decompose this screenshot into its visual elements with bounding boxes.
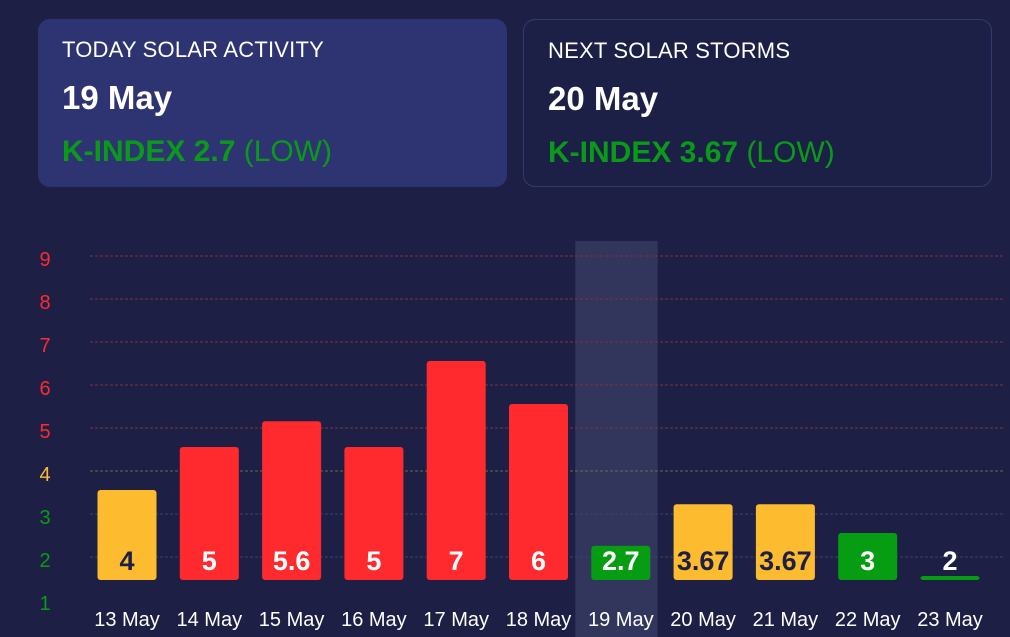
x-tick-label: 15 May [259, 609, 325, 631]
y-tick-label: 9 [39, 249, 50, 271]
bar-value-label: 3 [860, 546, 875, 576]
today-level: (LOW) [243, 135, 333, 168]
bar-value-label: 5 [202, 546, 217, 576]
x-tick-label: 23 May [917, 609, 983, 631]
bar [179, 447, 239, 580]
bar [509, 404, 568, 580]
bar-value-label: 5 [366, 546, 381, 576]
y-tick-label: 1 [39, 593, 50, 615]
bar [262, 421, 322, 580]
next-card-kindex-line: K-INDEX 3.67 (LOW) [548, 136, 991, 170]
next-card-date: 20 May [548, 80, 659, 117]
next-kindex: K-INDEX 3.67 [548, 136, 739, 169]
y-tick-label: 3 [39, 507, 50, 529]
x-tick-label: 19 May [588, 609, 654, 631]
next-card-title: NEXT SOLAR STORMS [548, 38, 791, 63]
today-activity-card: TODAY SOLAR ACTIVITY 19 May K-INDEX 2.7 … [38, 19, 507, 187]
bar [426, 361, 486, 580]
x-tick-label: 16 May [341, 609, 407, 631]
today-card-date: 19 May [62, 79, 173, 116]
bar-value-label: 5.6 [273, 546, 311, 576]
bar [97, 490, 157, 580]
y-tick-label: 6 [39, 378, 50, 400]
x-tick-label: 14 May [177, 609, 243, 631]
bar-value-label: 3.67 [677, 546, 730, 576]
bar-value-label: 2.7 [602, 546, 640, 576]
x-tick-label: 13 May [94, 609, 160, 631]
y-tick-label: 7 [39, 335, 50, 357]
bar [920, 576, 980, 580]
bar-value-label: 3.67 [759, 546, 812, 576]
today-card-kindex-line: K-INDEX 2.7 (LOW) [62, 135, 507, 169]
bar-value-label: 4 [119, 546, 134, 576]
y-tick-label: 8 [39, 292, 50, 314]
bar [673, 504, 733, 580]
x-tick-label: 17 May [423, 609, 489, 631]
bar-value-label: 7 [449, 546, 464, 576]
y-tick-label: 2 [39, 550, 50, 572]
today-card-title: TODAY SOLAR ACTIVITY [62, 37, 324, 62]
y-tick-label: 5 [39, 421, 50, 443]
next-storms-card: NEXT SOLAR STORMS 20 May K-INDEX 3.67 (L… [523, 19, 992, 187]
bar [344, 447, 404, 580]
x-tick-label: 21 May [753, 609, 819, 631]
bar-value-label: 6 [531, 546, 546, 576]
bar [755, 504, 815, 580]
bar-value-label: 2 [942, 546, 957, 576]
x-tick-label: 22 May [835, 609, 901, 631]
bar [838, 533, 898, 580]
x-tick-label: 18 May [506, 609, 572, 631]
bar [591, 545, 651, 580]
kindex-bar-chart: 1 2 3 4 5 6 7 8 9 4 13 May 5 14 May 5.6 15 May 5 16 May 7… [39, 241, 1005, 637]
x-tick-label: 20 May [670, 609, 736, 631]
today-kindex: K-INDEX 2.7 [62, 135, 236, 168]
y-tick-label: 4 [39, 464, 50, 486]
next-level: (LOW) [746, 136, 835, 169]
